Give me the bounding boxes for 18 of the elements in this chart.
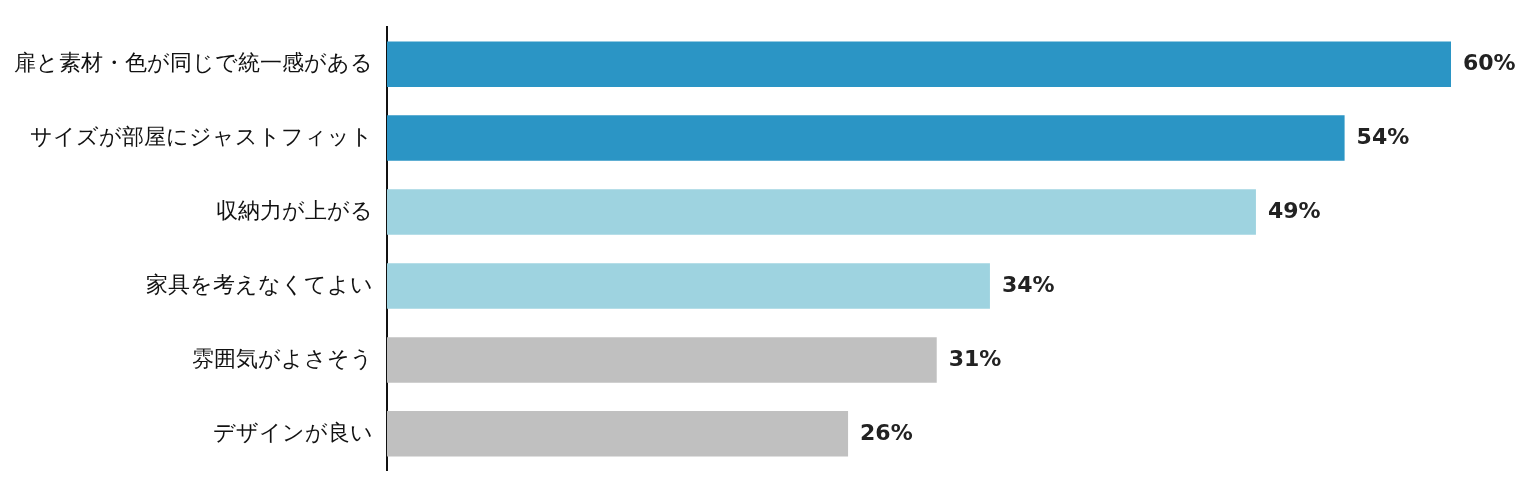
y-tick-label: サイズが部屋にジャストフィット <box>30 123 373 149</box>
y-tick-label: デザインが良い <box>213 419 373 445</box>
bar <box>387 263 990 309</box>
y-tick-label: 収納力が上がる <box>216 197 373 223</box>
bar <box>387 189 1256 235</box>
data-label: 49% <box>1267 197 1321 223</box>
y-tick-label: 扉と素材・色が同じで統一感がある <box>14 49 373 75</box>
data-label: 34% <box>1001 271 1055 297</box>
y-tick-label: 家具を考えなくてよい <box>146 271 373 297</box>
bar <box>387 337 937 383</box>
bar <box>387 115 1345 161</box>
y-tick-label: 雰囲気がよさそう <box>192 345 373 371</box>
data-label: 54% <box>1356 123 1410 149</box>
bar <box>387 411 849 457</box>
bar <box>387 41 1451 87</box>
data-label: 31% <box>948 345 1002 371</box>
data-label: 60% <box>1463 49 1516 75</box>
data-label: 26% <box>860 419 913 445</box>
